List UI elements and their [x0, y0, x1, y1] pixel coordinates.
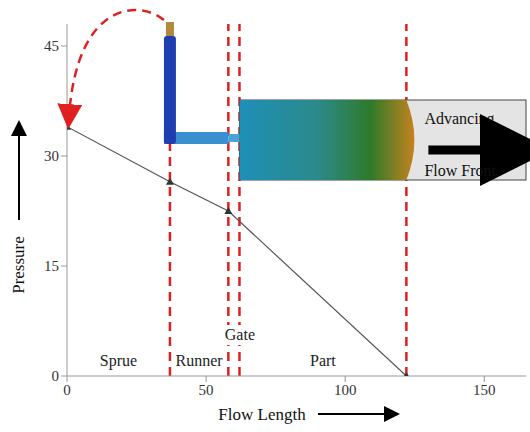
svg-text:45: 45 [44, 38, 59, 54]
svg-text:Pressure: Pressure [9, 236, 28, 294]
svg-text:Advancing: Advancing [424, 110, 494, 128]
svg-text:Flow Length: Flow Length [218, 405, 306, 424]
svg-text:15: 15 [44, 258, 59, 274]
svg-text:30: 30 [44, 148, 59, 164]
svg-text:100: 100 [334, 382, 357, 398]
svg-text:Sprue: Sprue [100, 352, 137, 370]
svg-text:50: 50 [199, 382, 214, 398]
svg-text:Part: Part [310, 352, 336, 369]
svg-text:150: 150 [473, 382, 496, 398]
svg-text:0: 0 [63, 382, 71, 398]
svg-text:Gate: Gate [225, 326, 255, 343]
svg-text:Runner: Runner [176, 352, 224, 369]
svg-text:0: 0 [52, 368, 60, 384]
svg-text:Flow Front: Flow Front [424, 162, 496, 179]
